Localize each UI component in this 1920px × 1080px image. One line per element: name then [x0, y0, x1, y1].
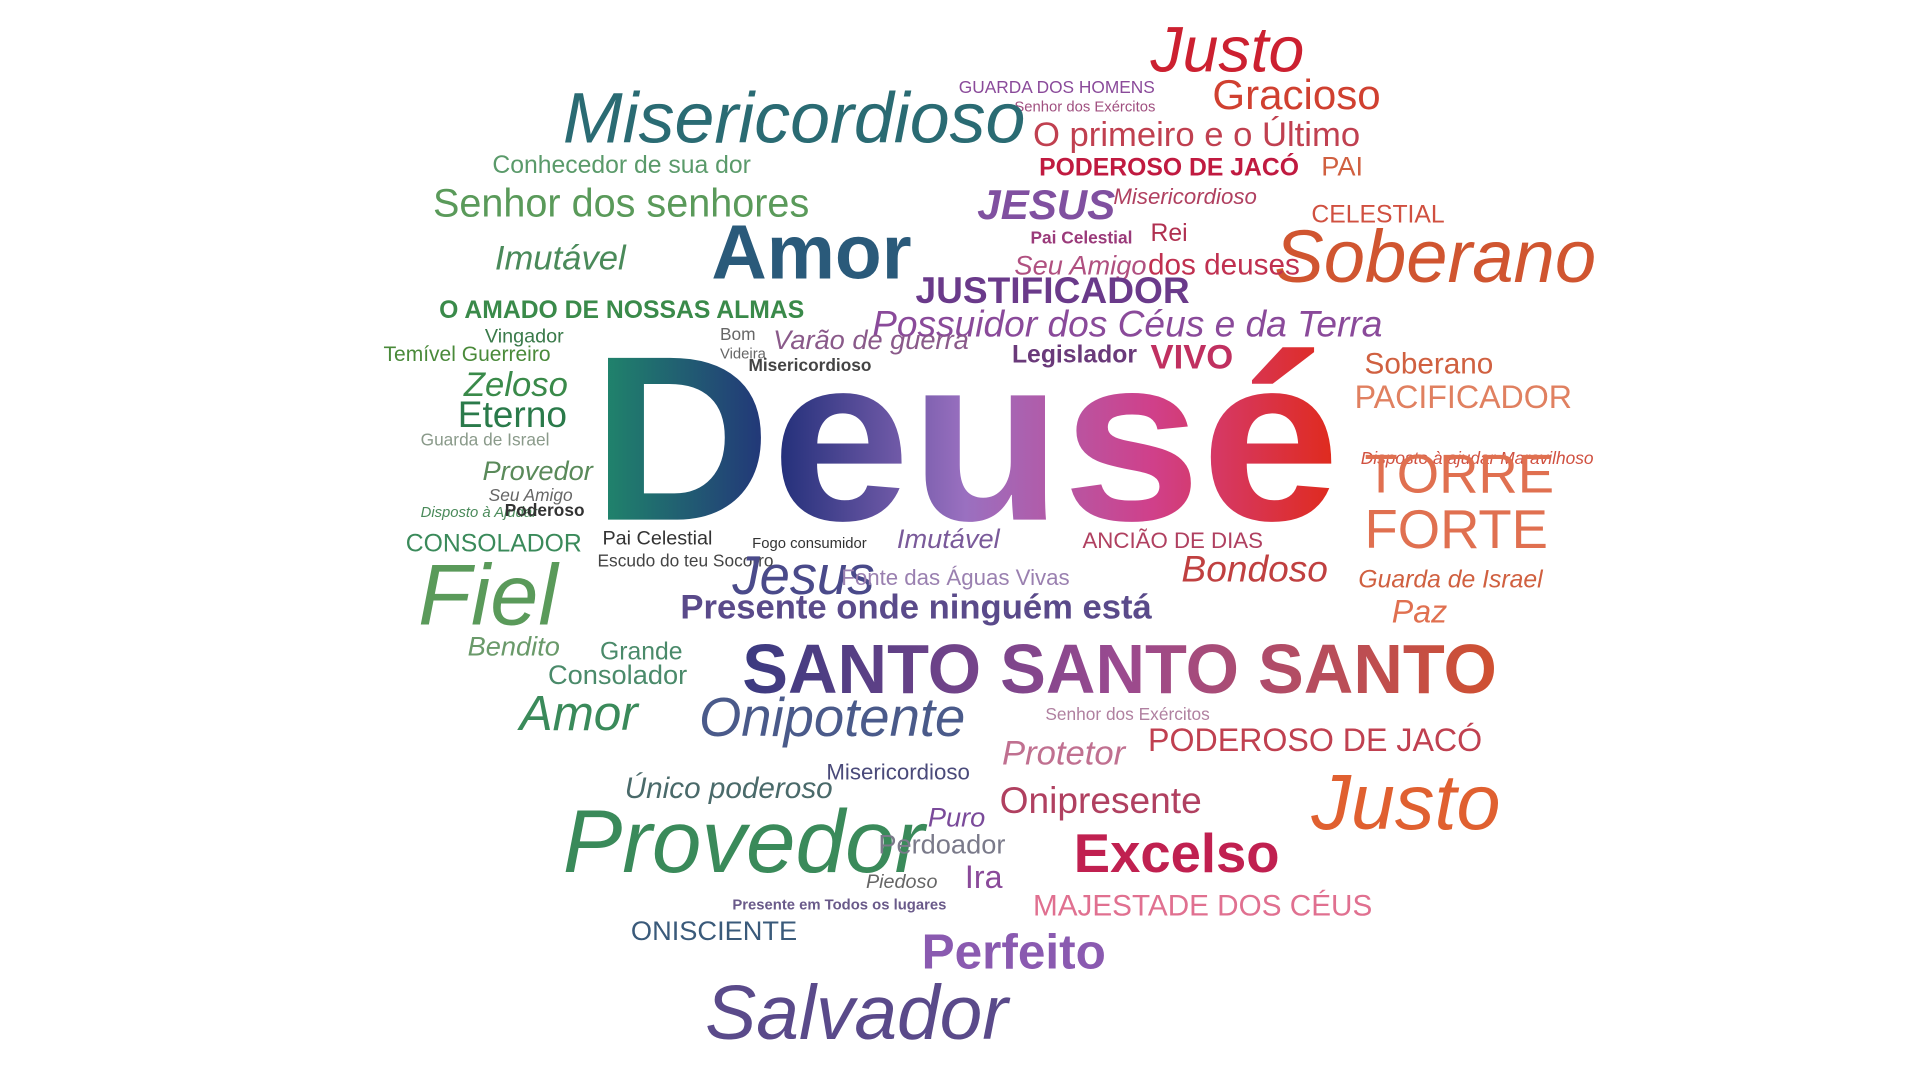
word: Senhor dos senhores: [433, 181, 809, 225]
word: Bendito: [468, 631, 560, 662]
word: Poderoso: [505, 500, 585, 520]
word: Misericordioso: [1113, 184, 1256, 209]
word: Piedoso: [866, 871, 938, 893]
word: Protetor: [1002, 735, 1127, 773]
word: ONISCIENTE: [631, 915, 797, 946]
word: Grande: [600, 638, 683, 665]
word: Eterno: [458, 393, 567, 435]
word: Presente em Todos os lugares: [732, 897, 946, 913]
word: Imutável: [495, 240, 627, 278]
word: Guarda de Israel: [421, 429, 550, 449]
word: O AMADO DE NOSSAS ALMAS: [439, 297, 804, 324]
word: CONSOLADOR: [406, 531, 582, 558]
word: Pai Celestial: [1031, 228, 1133, 248]
word: Varão de guerra: [773, 324, 969, 355]
word: Temível Guerreiro: [384, 343, 551, 366]
word: Perfeito: [922, 925, 1106, 980]
word: dos deuses: [1148, 249, 1300, 282]
word: Pai Celestial: [602, 527, 712, 549]
word: Onipotente: [699, 687, 965, 748]
word: Salvador: [705, 971, 1011, 1056]
word: Perdoador: [878, 829, 1005, 860]
word: Provedor: [563, 791, 928, 891]
word: Escudo do teu Socorro: [598, 551, 774, 571]
word: Fonte das Águas Vivas: [841, 565, 1069, 590]
word: TORRE: [1365, 443, 1555, 504]
word: Gracioso: [1212, 71, 1380, 118]
word: PODEROSO DE JACÓ: [1148, 722, 1482, 758]
word: JUSTIFICADOR: [915, 269, 1189, 311]
word: O primeiro e o Último: [1033, 115, 1360, 154]
word: Fogo consumidor: [752, 536, 867, 552]
word: JESUS: [977, 181, 1115, 228]
word: Amor: [517, 686, 641, 741]
word: Vingador: [485, 326, 564, 348]
word: Onipresente: [1000, 779, 1202, 821]
word: Fiel: [418, 548, 560, 644]
word: Presente onde ninguém está: [680, 589, 1152, 627]
word: CELESTIAL: [1311, 202, 1444, 229]
word: Provedor: [482, 455, 593, 486]
word: Ira: [965, 859, 1003, 895]
word: SANTO SANTO SANTO: [742, 630, 1497, 708]
word: VIVO: [1151, 339, 1234, 377]
word: Misericordioso: [748, 355, 871, 375]
word: Seu Amigo: [1014, 250, 1146, 281]
word: Seu Amigo: [489, 485, 573, 505]
word: Disposto à ajudar Maravilhoso: [1361, 448, 1594, 468]
word: ANCIÃO DE DIAS: [1082, 528, 1263, 553]
word: Misericordioso: [563, 78, 1026, 158]
word: Bondoso: [1181, 547, 1328, 589]
word: PAI: [1321, 151, 1363, 182]
word: Legislador: [1012, 341, 1137, 368]
word: Conhecedor de sua dor: [492, 152, 751, 179]
word: Guarda de Israel: [1358, 567, 1544, 594]
word: Jesus: [731, 545, 874, 606]
word: PODEROSO DE JACÓ: [1039, 154, 1299, 182]
word: Soberano: [1274, 215, 1596, 298]
headline-word: Deusé: [591, 307, 1339, 570]
word: Rei: [1151, 220, 1188, 247]
word: Misericordioso: [826, 759, 969, 784]
word: FORTE: [1365, 499, 1548, 560]
word: Soberano: [1365, 348, 1494, 381]
word: Bom: [720, 324, 756, 344]
word: Consolador: [548, 659, 687, 690]
word: Paz: [1392, 593, 1447, 629]
word: Zeloso: [463, 366, 568, 404]
word: Puro: [928, 801, 985, 832]
word: MAJESTADE DOS CÉUS: [1033, 889, 1372, 922]
word: Único poderoso: [625, 772, 833, 805]
word: GUARDA DOS HOMENS: [959, 77, 1155, 97]
word: Senhor dos Exércitos: [1045, 704, 1210, 724]
word: Imutável: [897, 523, 1001, 554]
word: Amor: [711, 210, 911, 295]
word: Videira: [720, 347, 767, 363]
word: PACIFICADOR: [1355, 379, 1572, 415]
word: Justo: [1150, 14, 1305, 86]
word: Excelso: [1074, 823, 1280, 884]
word: Disposto à Ajudar: [421, 505, 539, 521]
word: Possuidor dos Céus e da Terra: [872, 302, 1382, 344]
word: Senhor dos Exércitos: [1014, 99, 1155, 115]
word: Justo: [1310, 757, 1500, 846]
